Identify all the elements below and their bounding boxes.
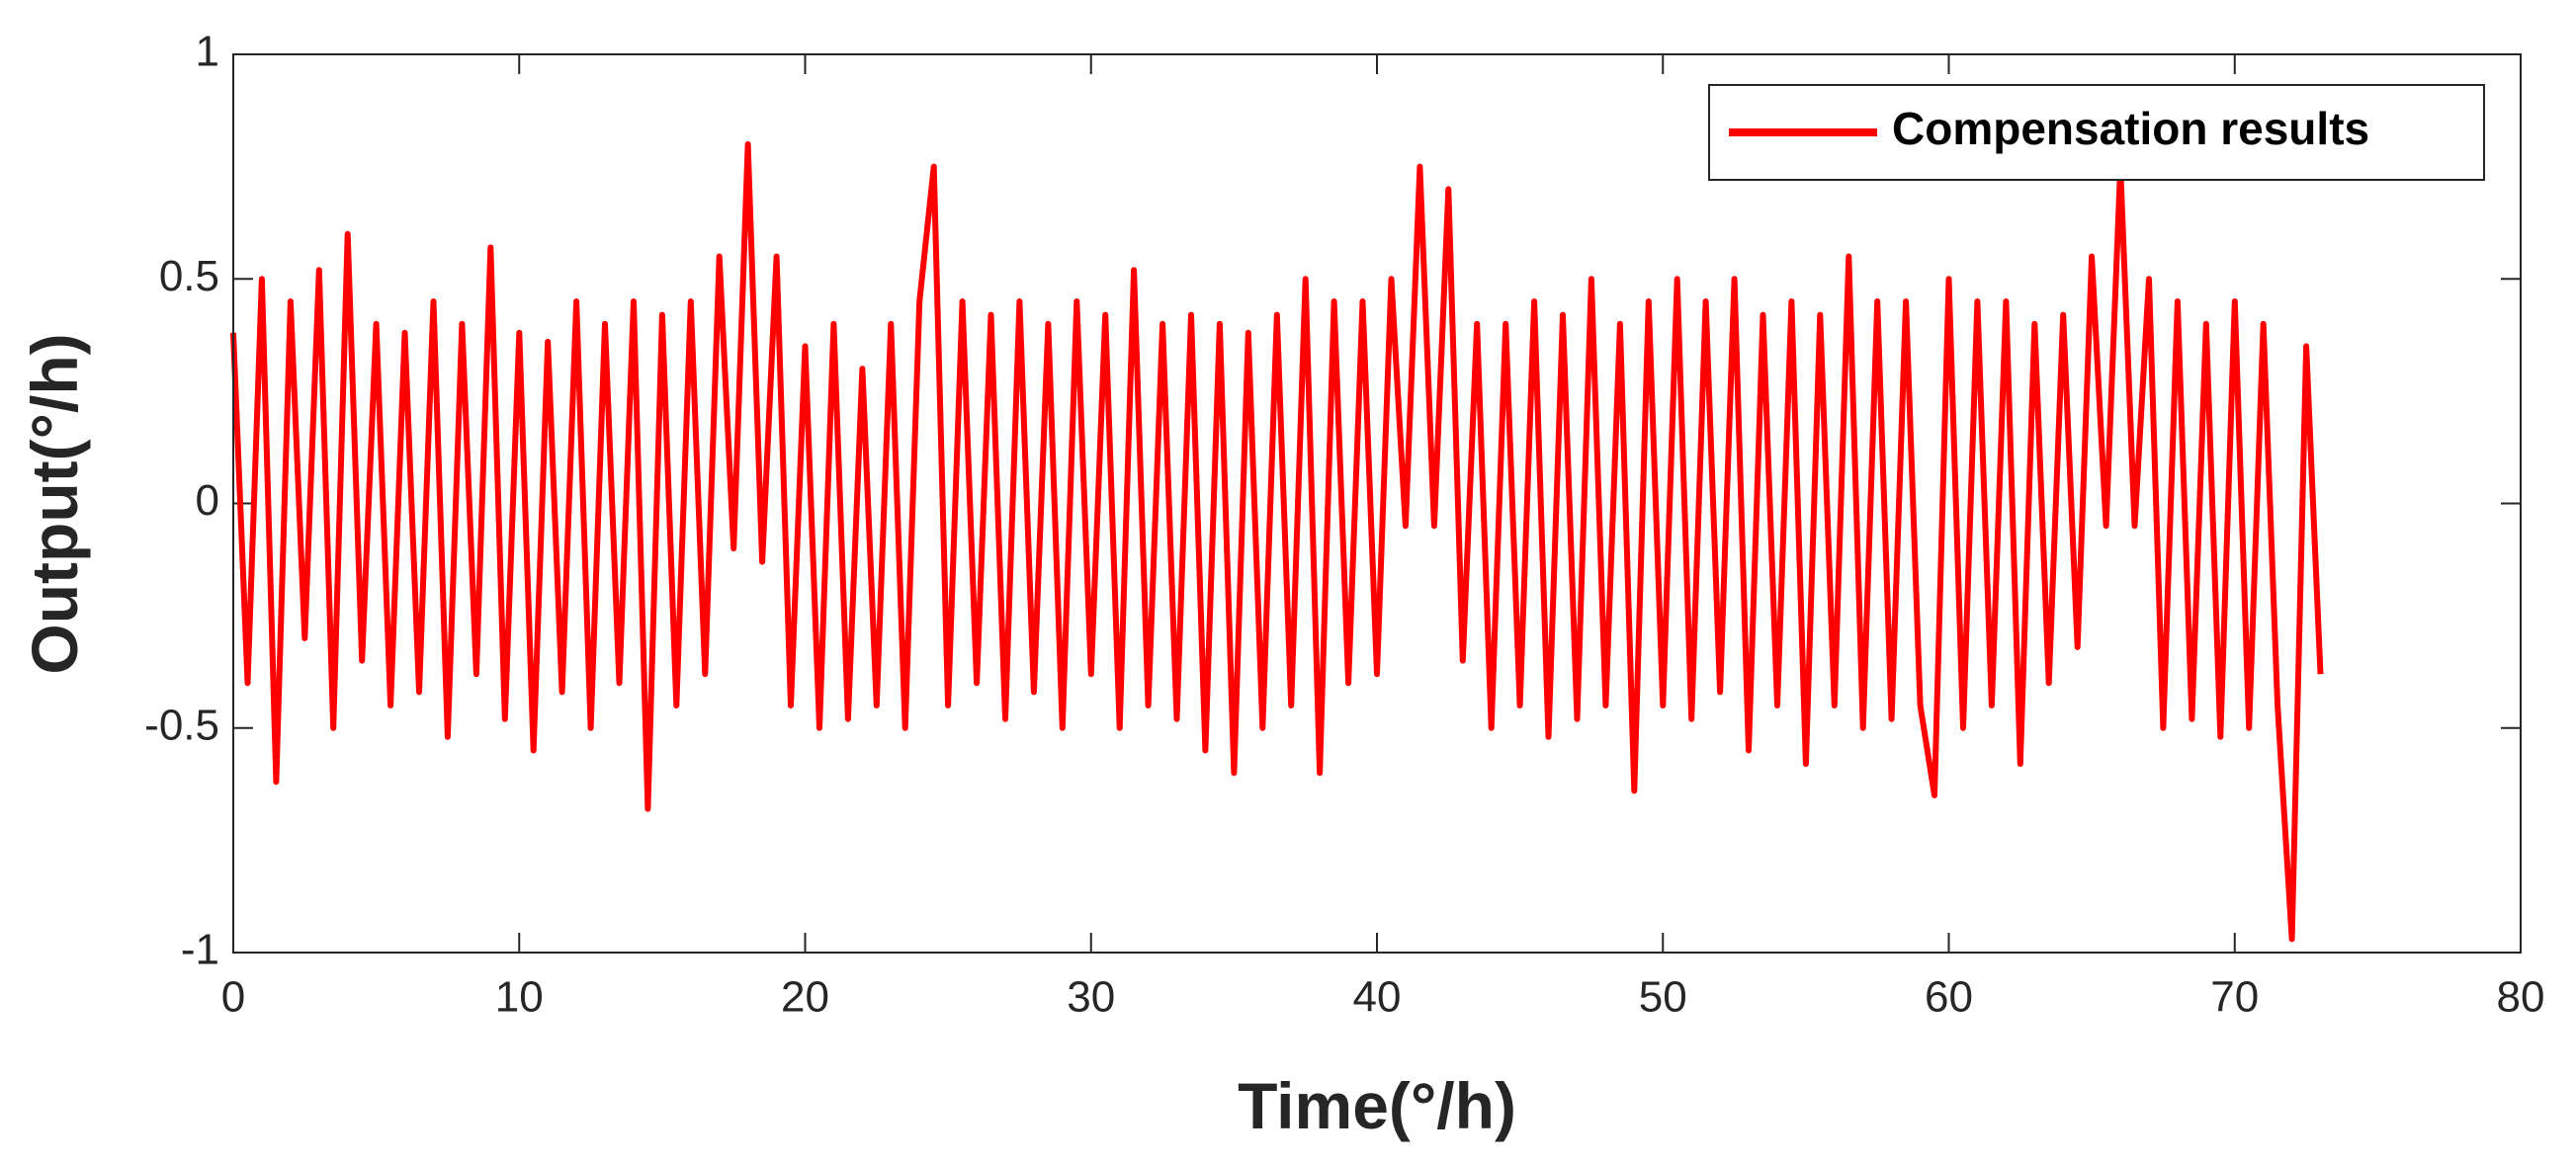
- y-tick-label: 1: [196, 28, 219, 76]
- axes-box: [232, 53, 2522, 954]
- x-tick-label: 60: [1925, 973, 1973, 1022]
- x-tick-label: 40: [1353, 973, 1402, 1022]
- x-tick-label: 30: [1067, 973, 1115, 1022]
- y-tick-label: -1: [181, 926, 219, 974]
- y-tick-label: 0: [196, 476, 219, 525]
- data-line: [230, 140, 2324, 943]
- y-tick-label: 0.5: [159, 252, 219, 300]
- x-tick-label: 10: [495, 973, 544, 1022]
- x-axis-label: Time(°/h): [1238, 1069, 1516, 1142]
- legend-label: Compensation results: [1892, 103, 2369, 154]
- y-tick-label: -0.5: [144, 701, 219, 749]
- x-tick-label: 70: [2210, 973, 2259, 1022]
- y-axis-label: Output(°/h): [18, 333, 91, 674]
- x-tick-label: 80: [2497, 973, 2545, 1022]
- x-tick-label: 0: [221, 973, 245, 1022]
- x-tick-label: 20: [781, 973, 829, 1022]
- x-tick-label: 50: [1639, 973, 1687, 1022]
